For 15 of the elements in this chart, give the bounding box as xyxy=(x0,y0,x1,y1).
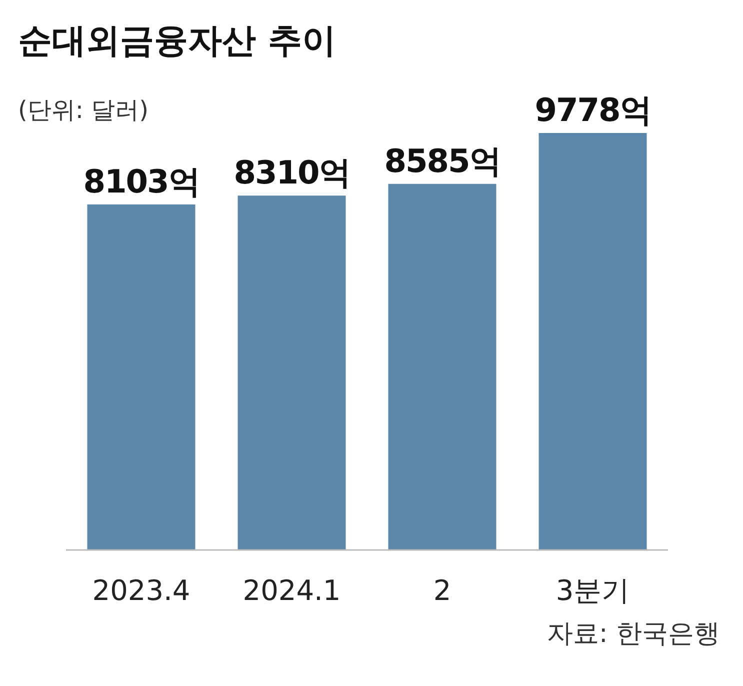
data-label: 9778억 xyxy=(534,91,651,129)
data-label: 8103억 xyxy=(83,162,200,200)
data-label: 8585억 xyxy=(384,142,500,180)
bar xyxy=(538,133,647,550)
x-tick-label: 2 xyxy=(433,574,452,607)
text: 자료: 한국은행 xyxy=(546,619,720,649)
x-tick-label: 3분기 xyxy=(556,574,630,607)
bar xyxy=(388,184,496,550)
chart-subtitle: (단위: 달러) xyxy=(18,96,148,124)
data-label: 8310억 xyxy=(234,154,350,192)
x-tick-label: 2023.4 xyxy=(92,574,190,607)
bar xyxy=(238,196,346,550)
x-tick-label: 2024.1 xyxy=(242,574,341,607)
bar xyxy=(87,204,196,550)
chart-title: 순대외금융자산 추이 xyxy=(18,21,336,61)
